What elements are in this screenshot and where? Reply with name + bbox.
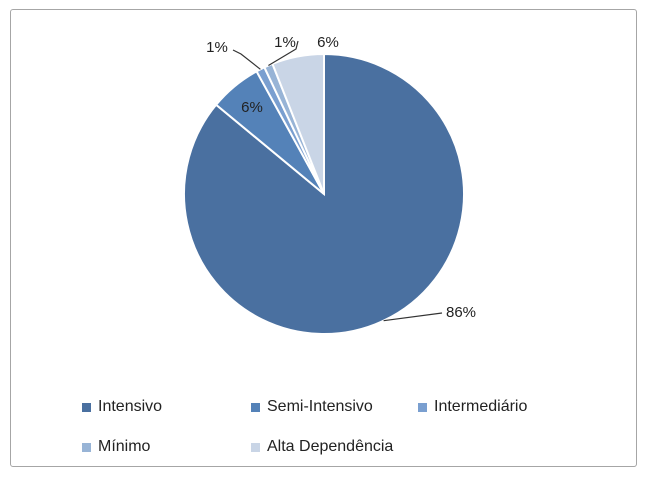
data-label-1: 6% <box>241 99 263 116</box>
data-label-2: 1% <box>206 39 228 56</box>
pie-slice-4 <box>271 52 325 195</box>
data-label-4: 6% <box>317 34 339 51</box>
leader-line-0 <box>383 312 443 322</box>
leader-line-3 <box>268 40 299 67</box>
data-label-0: 86% <box>446 304 476 321</box>
leader-line-2 <box>232 49 261 70</box>
data-label-3: 1% <box>274 34 296 51</box>
